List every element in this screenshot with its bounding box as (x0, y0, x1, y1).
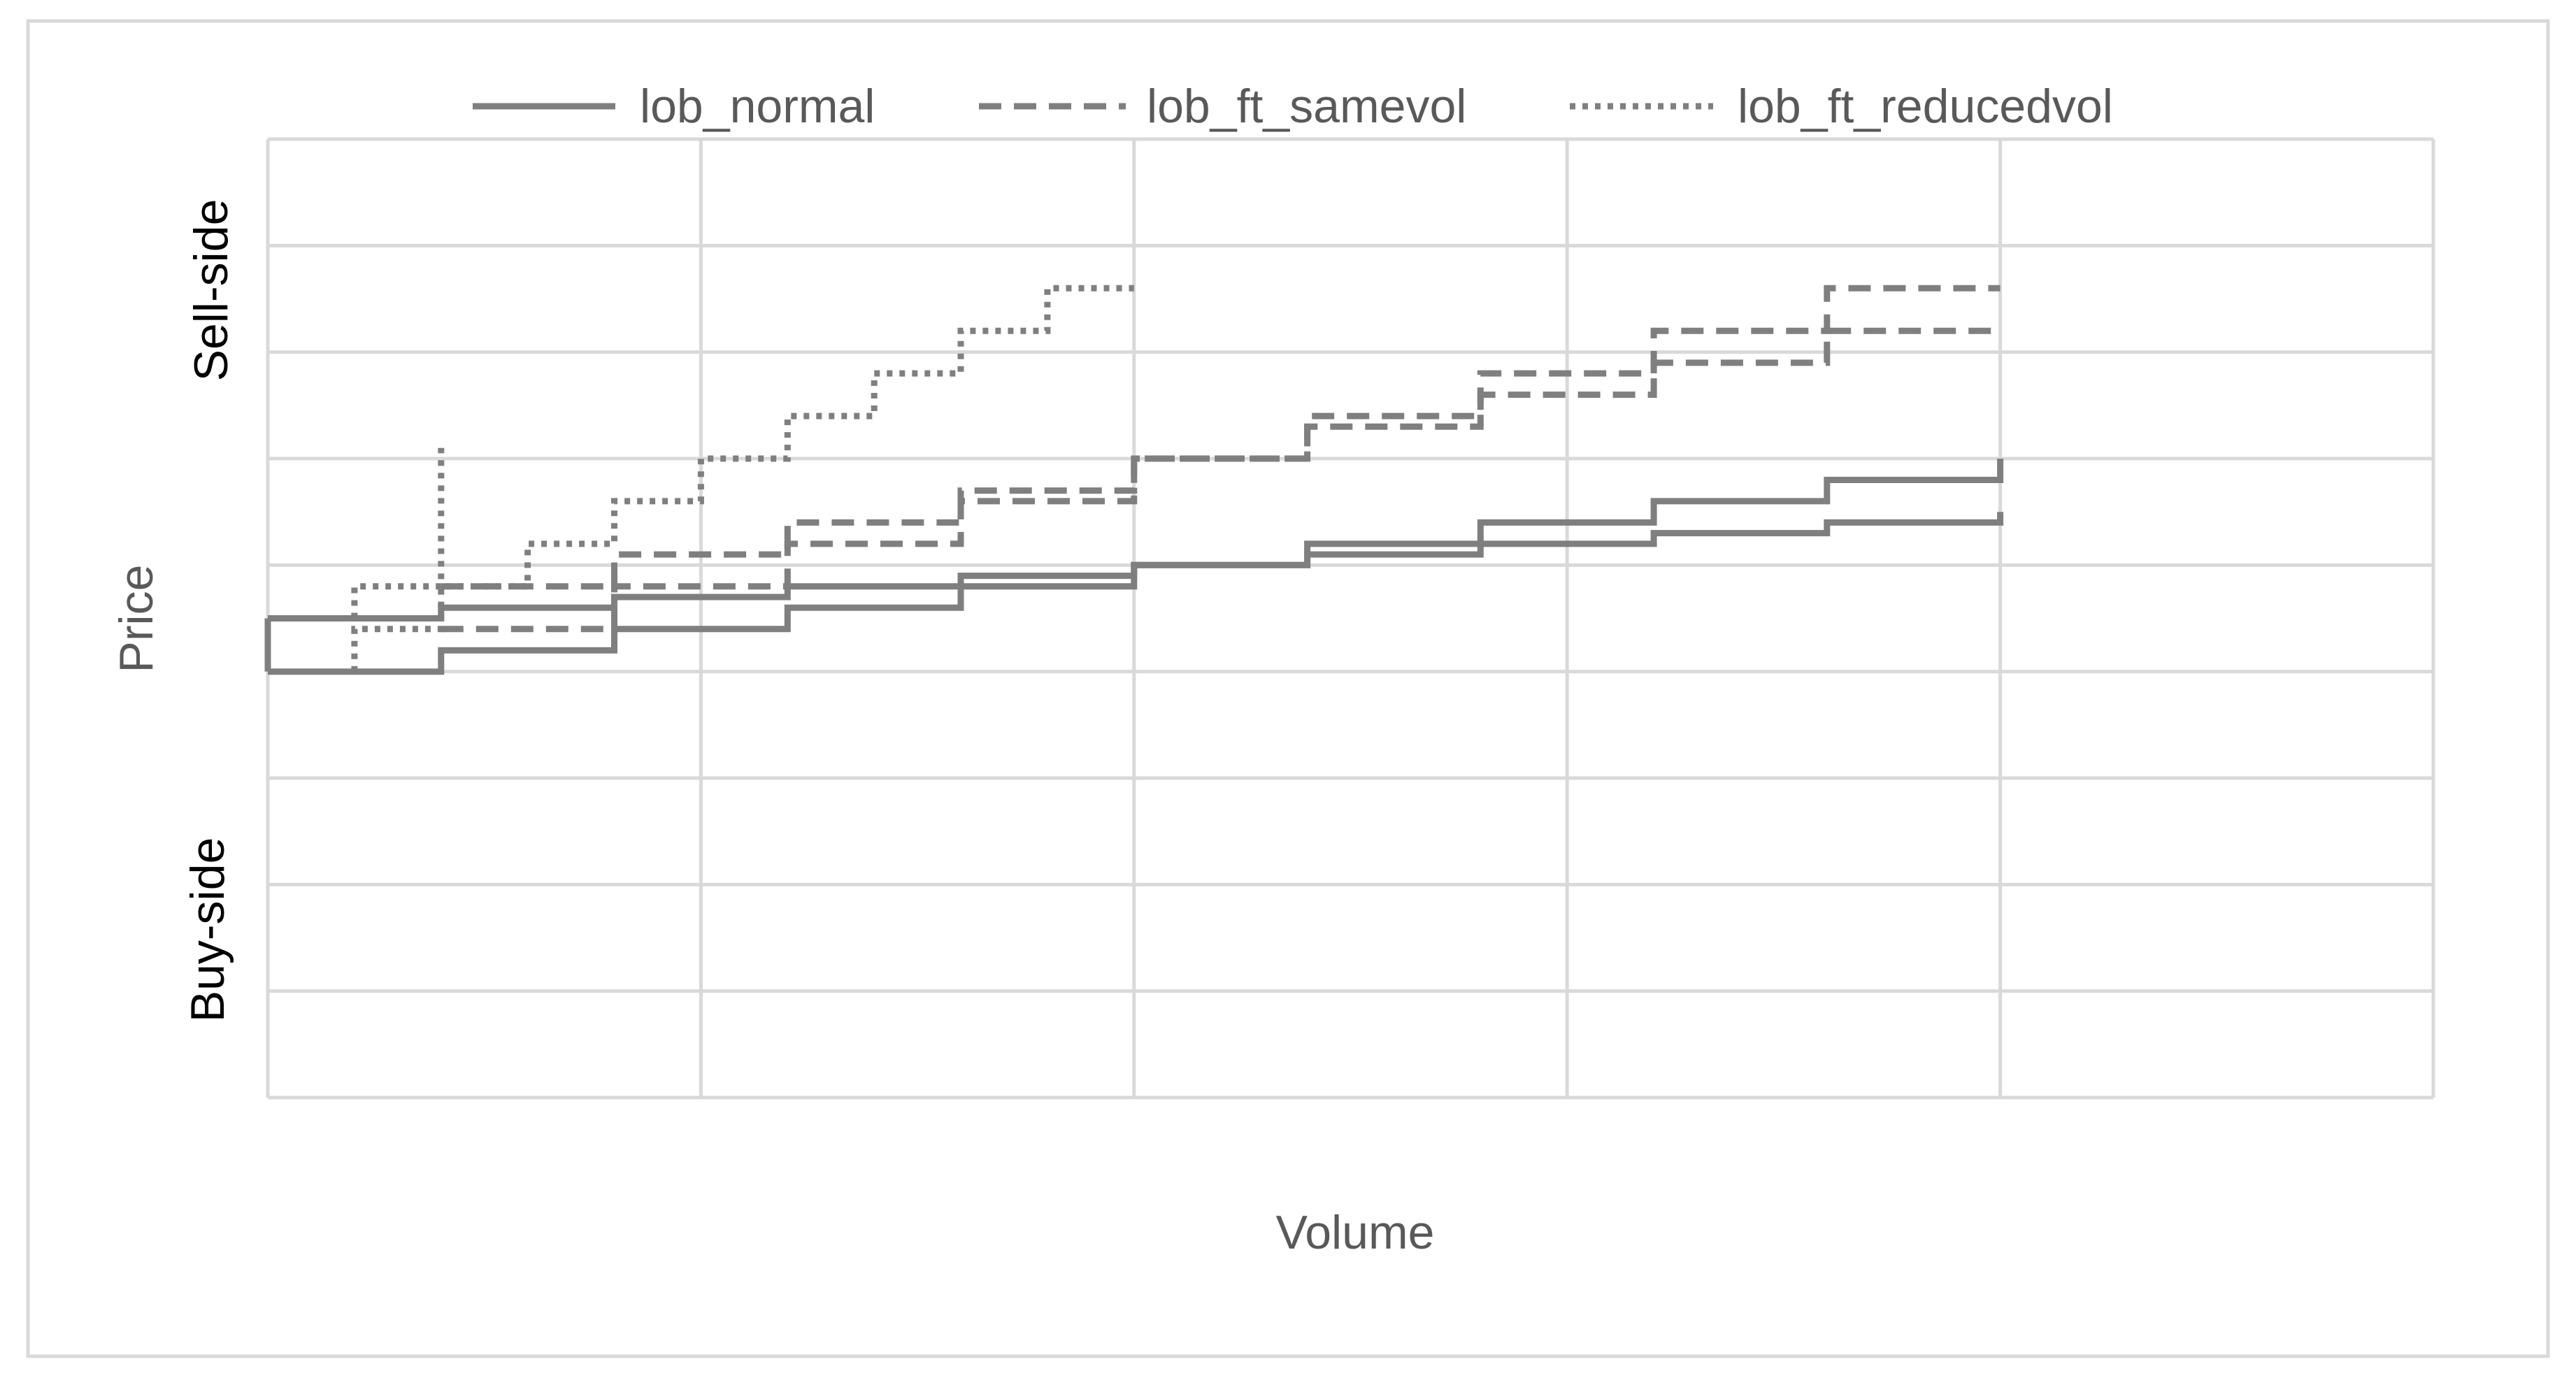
buy-side-label: Buy-side (181, 838, 234, 1023)
legend-item-lob_ft_reducedvol: lob_ft_reducedvol (1570, 80, 2113, 133)
series-lob_ft_reducedvol-buy-side (351, 447, 445, 619)
series-lob_ft_samevol-sell-side (441, 285, 2001, 633)
y-axis-label: Price (110, 565, 163, 673)
series-lob_ft_reducedvol-sell-side (351, 285, 1134, 672)
legend-label-lob_ft_samevol: lob_ft_samevol (1147, 80, 1466, 133)
legend-item-lob_ft_samevol: lob_ft_samevol (979, 80, 1466, 133)
x-axis-label: Volume (1276, 1206, 1435, 1259)
chart-frame (26, 19, 2550, 1358)
series-lob_normal-buy-side (268, 512, 2004, 621)
sell-side-label: Sell-side (185, 199, 238, 382)
legend: lob_normal lob_ft_samevol lob_ft_reducedvo… (473, 80, 2113, 133)
series-layer (264, 285, 2004, 675)
legend-label-lob_normal: lob_normal (640, 80, 875, 133)
legend-label-lob_ft_reducedvol: lob_ft_reducedvol (1738, 80, 2113, 133)
grid-layer (266, 137, 2435, 1100)
legend-item-lob_normal: lob_normal (473, 80, 875, 133)
